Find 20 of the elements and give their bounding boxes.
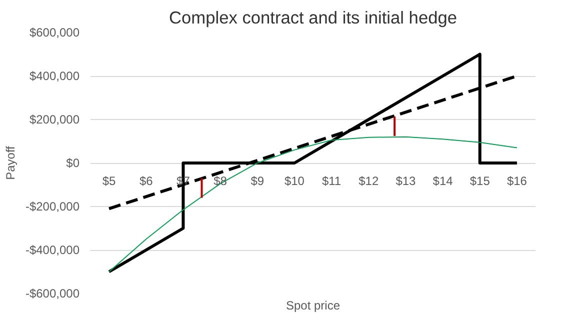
y-axis-title: Payoff xyxy=(3,145,18,180)
y-tick-label: -$200,000 xyxy=(25,200,80,214)
y-tick-label: -$400,000 xyxy=(25,243,80,257)
y-tick-label: $400,000 xyxy=(29,69,80,83)
y-tick-label: $200,000 xyxy=(29,112,80,126)
x-axis-title: Spot price xyxy=(286,298,340,312)
x-tick-label: $12 xyxy=(358,174,379,188)
x-tick-label: $6 xyxy=(139,174,154,188)
x-tick-label: $11 xyxy=(322,174,342,188)
x-tick-label: $5 xyxy=(102,174,116,188)
x-tick-label: $13 xyxy=(396,174,416,188)
chart-title: Complex contract and its initial hedge xyxy=(169,8,457,28)
x-tick-label: $9 xyxy=(250,174,264,188)
y-tick-label: -$600,000 xyxy=(25,286,80,300)
y-tick-label: $0 xyxy=(66,156,80,170)
x-tick-label: $10 xyxy=(284,174,305,188)
x-tick-label: $16 xyxy=(506,174,528,188)
x-tick-label: $14 xyxy=(432,174,454,188)
y-tick-label: $600,000 xyxy=(29,26,80,40)
x-tick-label: $15 xyxy=(470,174,490,188)
